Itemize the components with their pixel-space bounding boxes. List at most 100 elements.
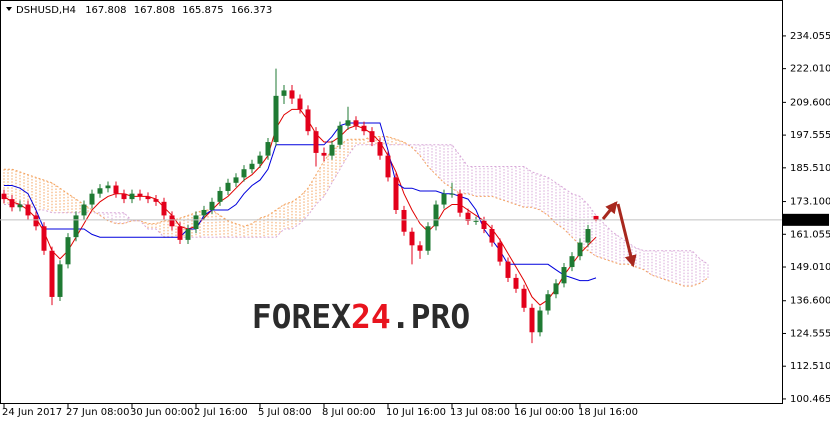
- candle-body: [185, 229, 191, 240]
- y-tick-label: 185.510: [790, 163, 830, 174]
- candle-body: [297, 98, 303, 110]
- header: DSHUSD,H4 167.808 167.808 165.875 166.37…: [16, 5, 272, 16]
- y-tick-label: 161.055: [790, 229, 830, 240]
- candle-body: [497, 242, 503, 262]
- candle-body: [409, 231, 415, 246]
- candle-body: [129, 193, 135, 200]
- candle-body: [345, 120, 351, 126]
- x-tick-label: 18 Jul 16:00: [578, 407, 638, 418]
- candle-body: [337, 125, 343, 145]
- y-tick-label: 100.465: [790, 394, 830, 405]
- candle-body: [369, 131, 375, 143]
- candle-body: [217, 190, 223, 202]
- candle-body: [489, 229, 495, 243]
- header-high: 167.808: [134, 5, 175, 16]
- candle-body: [377, 142, 383, 156]
- candle-body: [193, 215, 199, 229]
- candle-body: [65, 237, 71, 265]
- candle-body: [25, 204, 31, 216]
- candle-body: [361, 125, 367, 132]
- candle-body: [561, 267, 567, 284]
- candle-body: [161, 201, 167, 216]
- candle-body: [537, 310, 543, 333]
- candle-body: [521, 288, 527, 308]
- candle-body: [33, 215, 39, 227]
- candle-body: [529, 307, 535, 333]
- candle-body: [89, 193, 95, 205]
- arrow-down: [616, 203, 637, 268]
- candle-body: [265, 142, 271, 156]
- candle-body: [329, 144, 335, 156]
- price-label: 166.373: [788, 215, 829, 226]
- candle-body: [105, 185, 111, 189]
- symbol: DSHUSD,H4: [16, 5, 76, 16]
- x-tick-label: 13 Jul 08:00: [450, 407, 510, 418]
- candle-body: [137, 193, 143, 197]
- candle-body: [553, 283, 559, 295]
- menu-triangle: [6, 7, 12, 11]
- candle-body: [41, 226, 47, 251]
- candle-body: [569, 256, 575, 268]
- cloud-span: [4, 136, 709, 287]
- candle-body: [233, 177, 239, 183]
- candle-body: [305, 109, 311, 132]
- axes: 100.465 112.510 124.555 136.600 149.010 161.0…: [0, 0, 830, 418]
- y-tick-label: 149.010: [790, 262, 830, 273]
- x-tick-label: 5 Jul 08:00: [258, 407, 312, 418]
- x-tick-label: 8 Jul 00:00: [322, 407, 376, 418]
- candle-body: [153, 199, 159, 202]
- candle-body: [177, 226, 183, 240]
- candle-body: [433, 204, 439, 227]
- candle-body: [249, 163, 255, 170]
- candle-body: [49, 250, 55, 297]
- candle-body: [281, 90, 287, 96]
- candle-body: [577, 242, 583, 257]
- candle-body: [441, 193, 447, 205]
- candle-body: [201, 209, 207, 216]
- candle-body: [1, 193, 7, 200]
- y-tick-label: 136.600: [790, 296, 830, 307]
- candle-body: [73, 215, 79, 238]
- x-tick-label: 30 Jun 00:00: [130, 407, 194, 418]
- candle-body: [585, 229, 591, 243]
- candle-body: [145, 196, 151, 200]
- candle-body: [113, 185, 119, 194]
- candle-body: [385, 155, 391, 178]
- candle-body: [473, 220, 479, 222]
- y-tick-label: 222.010: [790, 64, 830, 75]
- watermark: FOREX24.PRO: [252, 297, 471, 336]
- y-tick-label: 173.100: [790, 197, 830, 208]
- candle-body: [9, 199, 15, 208]
- candle-body: [225, 182, 231, 191]
- candle-body: [417, 245, 423, 251]
- y-tick-label: 112.510: [790, 361, 830, 372]
- candle-body: [593, 215, 599, 220]
- candle-body: [97, 188, 103, 194]
- candles: [1, 68, 599, 344]
- header-close: 166.373: [231, 5, 272, 16]
- candle-body: [313, 131, 319, 153]
- candle-body: [121, 193, 127, 200]
- x-tick-label: 24 Jun 2017: [2, 407, 62, 418]
- arrow-up: [601, 201, 618, 220]
- candle-body: [401, 209, 407, 232]
- candle-body: [81, 204, 87, 216]
- candle-body: [513, 277, 519, 289]
- candle-body: [209, 201, 215, 210]
- y-tick-label: 234.055: [790, 31, 830, 42]
- candle-body: [289, 90, 295, 99]
- candle-body: [481, 220, 487, 229]
- candle-body: [17, 204, 23, 208]
- candle-body: [425, 226, 431, 251]
- candle-body: [353, 120, 359, 126]
- candle-body: [505, 261, 511, 278]
- y-tick-label: 124.555: [790, 328, 830, 339]
- y-tick-label: 209.600: [790, 97, 830, 108]
- candle-body: [545, 294, 551, 311]
- candle-body: [169, 215, 175, 227]
- candle-body: [457, 193, 463, 213]
- x-tick-label: 10 Jul 16:00: [386, 407, 446, 418]
